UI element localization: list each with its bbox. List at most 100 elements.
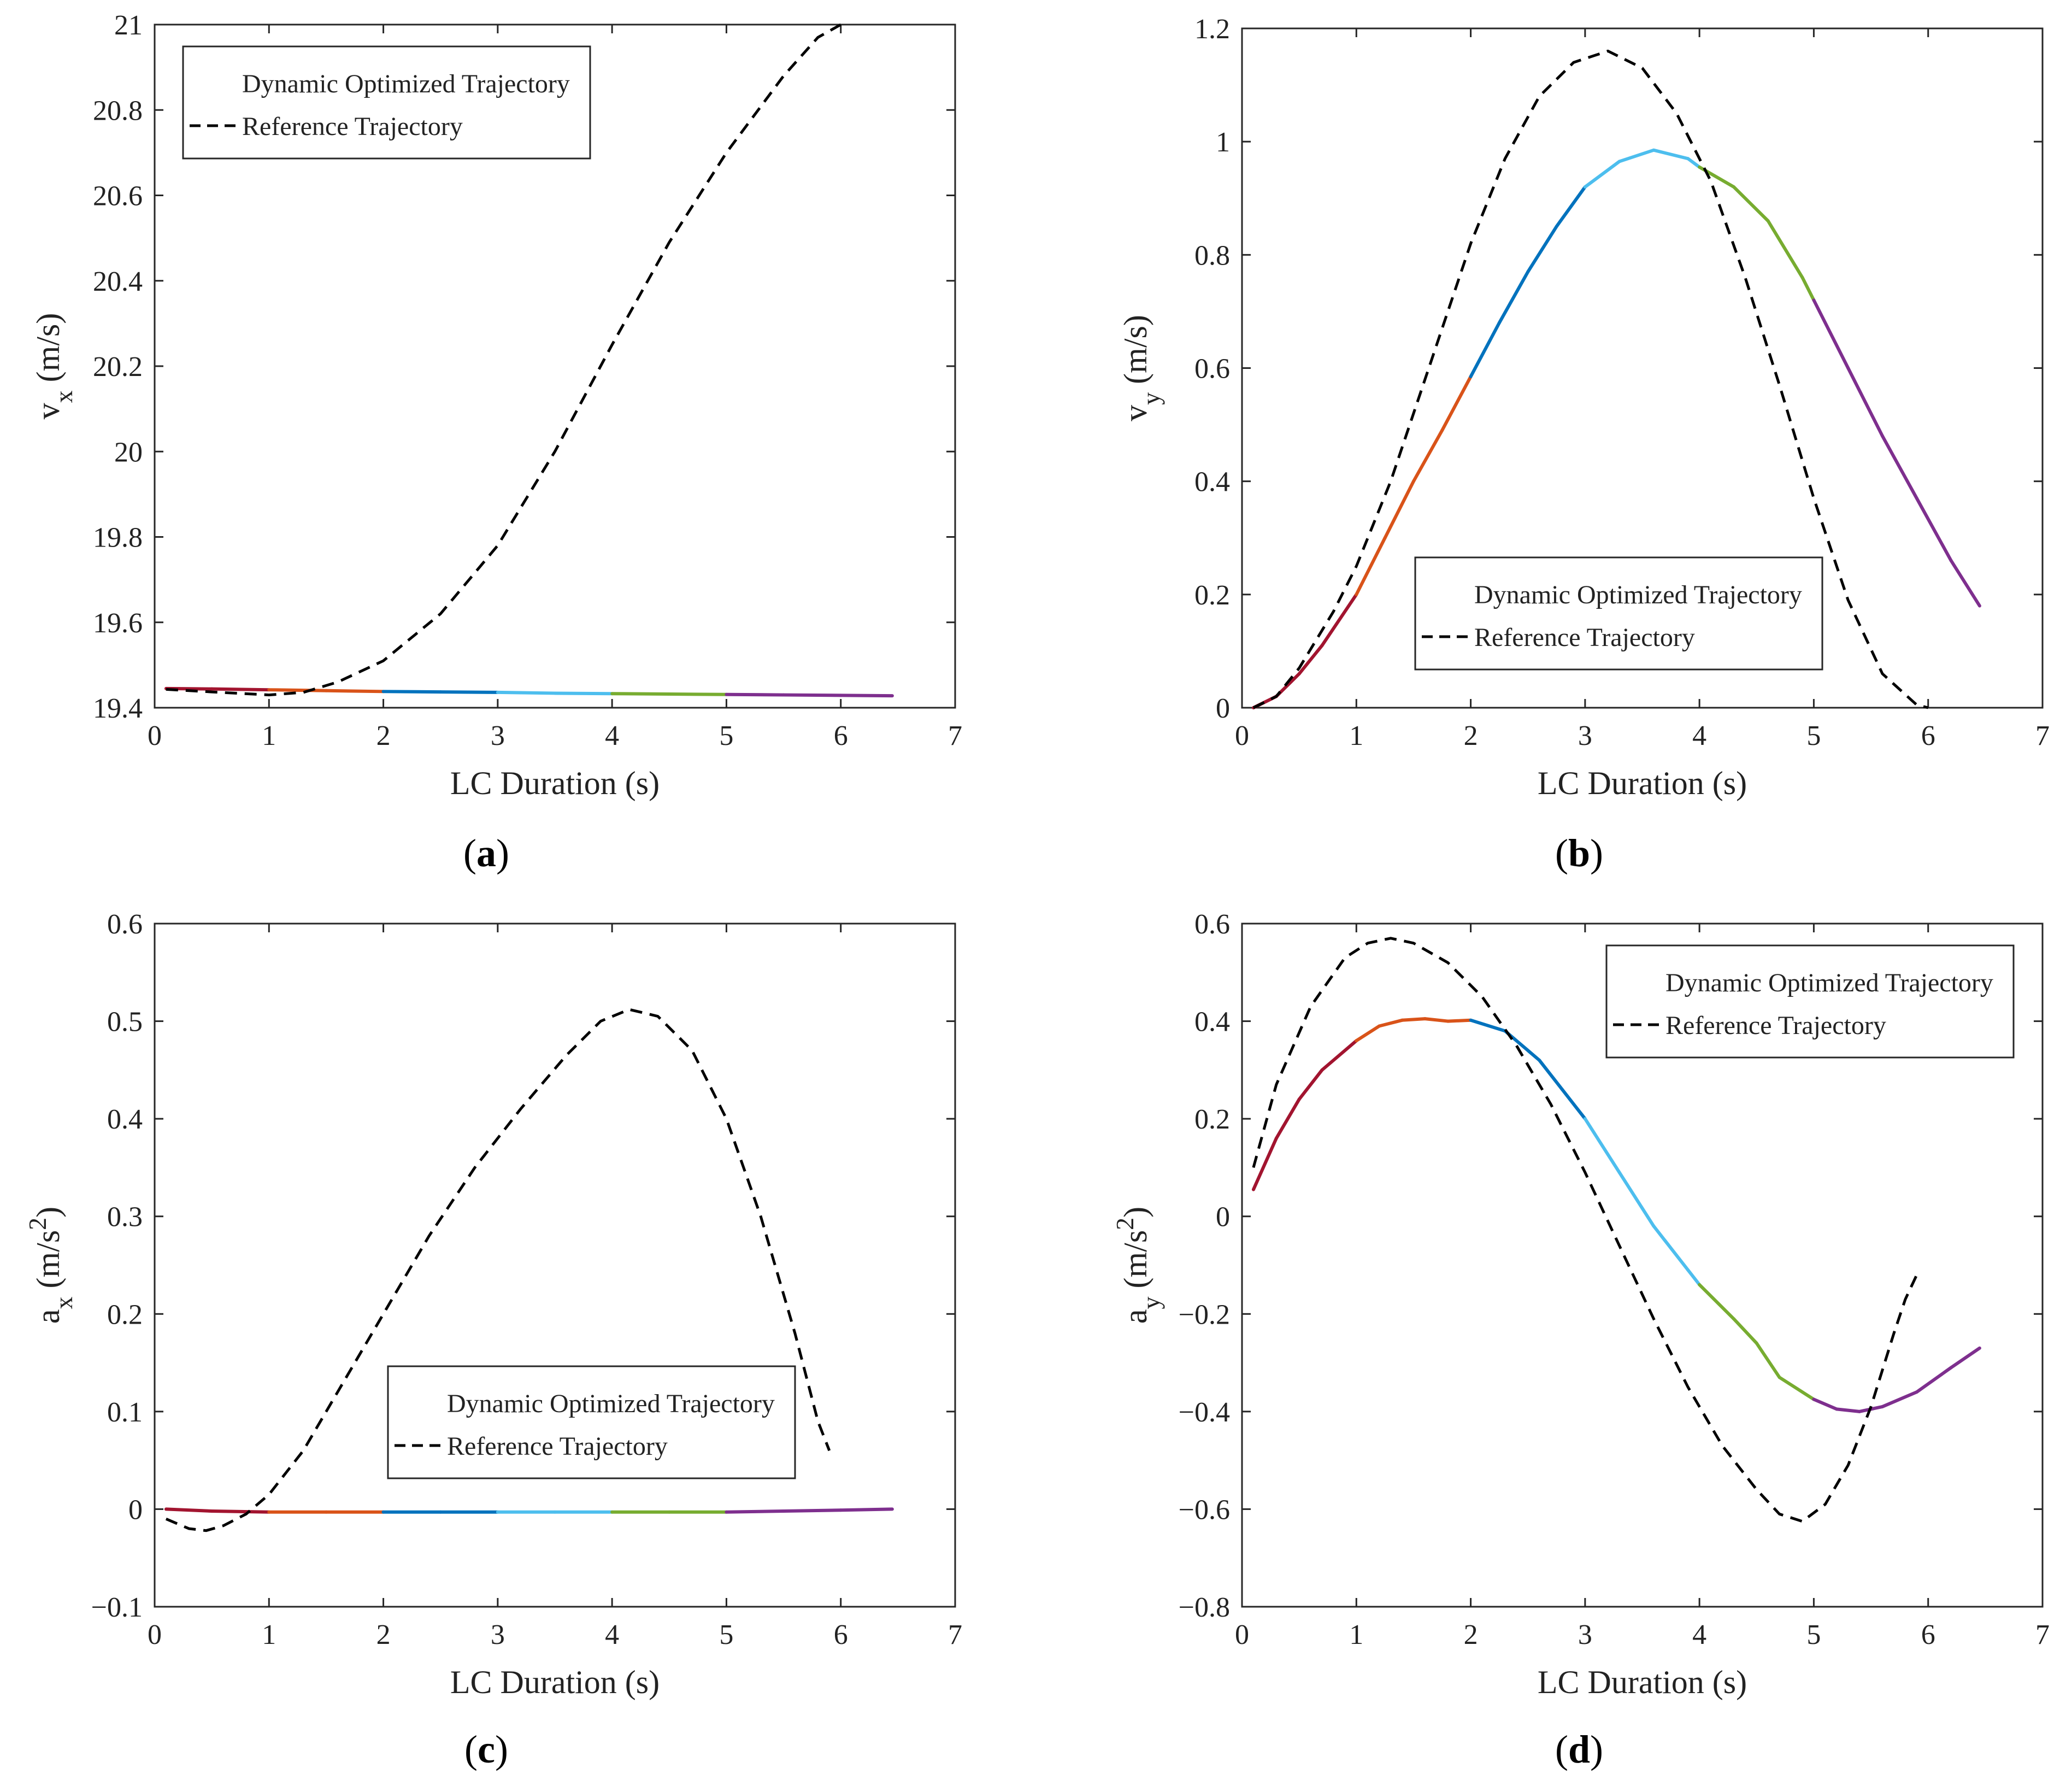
optimized-segment-b-2 (1297, 644, 1324, 675)
x-tick-label: 5 (1806, 720, 1821, 751)
y-tick-label: 0 (1216, 1202, 1230, 1233)
optimized-segment-d-15 (1652, 1224, 1690, 1272)
x-tick-label: 3 (1578, 1619, 1592, 1650)
plot-frame (154, 923, 956, 1608)
x-tick-label: 4 (605, 720, 619, 751)
x-tick-label: 4 (1692, 720, 1706, 751)
optimized-segment-d-24 (1881, 1390, 1918, 1408)
optimized-segment-b-24 (1949, 559, 1981, 608)
x-tick-label: 1 (1349, 720, 1363, 751)
y-axis-label: ay (m/s2) (1111, 1207, 1165, 1324)
optimized-segment-a-9 (667, 692, 728, 696)
optimized-segment-a-1 (210, 687, 271, 692)
y-tick-label: 21 (114, 10, 143, 41)
optimized-segment-d-8 (1446, 1018, 1473, 1023)
optimized-segment-b-6 (1411, 428, 1444, 483)
chart-panel-c: 0 1 2 3 4 5 6 7−0.100.10.20.30.40.50.6LC Durati… (23, 909, 962, 1700)
optimized-segment-d-6 (1400, 1017, 1427, 1022)
y-tick-label: 20 (114, 437, 143, 468)
y-axis-label: ax (m/s2) (23, 1207, 78, 1324)
y-tick-label: 0.4 (1194, 467, 1230, 498)
y-label-symbol: v (1117, 405, 1153, 421)
optimized-segment-c-1 (210, 1509, 271, 1514)
y-label-symbol: a (1117, 1309, 1153, 1324)
y-tick-label: 20.2 (93, 351, 143, 383)
x-axis-label: LC Duration (s) (1538, 765, 1747, 801)
x-tick-label: 0 (148, 1619, 162, 1650)
y-tick-label: 0.3 (107, 1202, 143, 1233)
optimized-segment-b-22 (1881, 434, 1918, 500)
optimized-segment-d-17 (1698, 1283, 1735, 1321)
y-label-unit: (m/s (30, 1230, 66, 1297)
y-tick-label: 0.6 (107, 909, 143, 940)
optimized-segment-b-23 (1915, 496, 1953, 562)
y-label-unit: (m/s (1117, 1230, 1153, 1297)
optimized-segment-a-11 (782, 693, 843, 697)
legend-label-optimized: Dynamic Optimized Trajectory (1665, 968, 1993, 997)
legend-label-reference: Reference Trajectory (447, 1432, 668, 1461)
y-label-unit: (m/s) (1117, 315, 1153, 392)
legend-d: Dynamic Optimized Trajectory Reference Tr… (1605, 944, 2015, 1059)
optimized-segment-b-12 (1583, 160, 1621, 189)
optimized-segment-b-3 (1320, 592, 1358, 648)
x-tick-label: 7 (2035, 720, 2050, 751)
x-axis-label: LC Duration (s) (450, 1664, 660, 1700)
y-label-symbol: v (30, 403, 66, 419)
optimized-segment-d-11 (1538, 1059, 1564, 1091)
optimized-segment-b-8 (1469, 321, 1501, 379)
y-tick-label: −0.1 (91, 1592, 143, 1623)
y-label-subscript: x (50, 1297, 78, 1309)
legend-label-reference: Reference Trajectory (1474, 623, 1695, 652)
x-tick-label: 2 (1464, 720, 1478, 751)
optimized-segment-d-5 (1378, 1018, 1404, 1028)
optimized-segment-d-14 (1617, 1171, 1656, 1228)
x-tick-label: 4 (605, 1619, 619, 1650)
optimized-segment-d-22 (1835, 1407, 1862, 1413)
y-label-superscript: 2 (23, 1218, 51, 1230)
optimized-segment-b-17 (1732, 185, 1770, 223)
optimized-segment-b-7 (1440, 375, 1473, 432)
y-tick-label: 19.6 (93, 608, 143, 639)
x-tick-label: 6 (1921, 720, 1935, 751)
y-tick-label: 0.2 (107, 1299, 143, 1330)
reference-line-d (1252, 937, 1918, 1523)
y-tick-label: 20.6 (93, 181, 143, 212)
x-tick-label: 5 (719, 720, 733, 751)
y-label-superscript: 2 (1111, 1218, 1139, 1230)
optimized-segment-b-4 (1355, 536, 1387, 596)
legend-label-optimized: Dynamic Optimized Trajectory (1474, 580, 1802, 609)
y-tick-label: −0.6 (1179, 1494, 1230, 1525)
optimized-segment-a-6 (496, 690, 557, 695)
optimized-segment-a-12 (839, 694, 894, 698)
y-tick-label: 0.4 (107, 1104, 143, 1135)
optimized-segment-d-4 (1355, 1024, 1381, 1043)
x-tick-label: 1 (1349, 1619, 1363, 1650)
y-tick-label: 0.8 (1194, 240, 1230, 271)
y-tick-label: 1 (1216, 127, 1230, 158)
optimized-segment-b-11 (1555, 185, 1587, 228)
y-label-close: ) (1117, 1207, 1153, 1218)
x-tick-label: 1 (262, 720, 276, 751)
legend-box (1414, 556, 1823, 671)
x-tick-label: 1 (262, 1619, 276, 1650)
y-tick-label: 1.2 (1194, 14, 1230, 45)
optimized-segment-c-10 (725, 1509, 786, 1514)
y-axis-label: vy (m/s) (1117, 315, 1165, 421)
x-axis-label: LC Duration (s) (1538, 1664, 1747, 1700)
optimized-segment-d-1 (1274, 1097, 1301, 1140)
y-label-subscript: y (1137, 1297, 1165, 1309)
y-tick-label: 19.4 (93, 693, 143, 724)
y-tick-label: 0.5 (107, 1007, 143, 1038)
x-tick-label: 7 (2035, 1619, 2050, 1650)
optimized-segment-a-3 (324, 689, 385, 694)
caption-panel-a: (a) (463, 831, 509, 875)
x-tick-label: 0 (1235, 1619, 1249, 1650)
y-tick-label: 0.1 (107, 1397, 143, 1428)
optimized-segment-d-26 (1949, 1346, 1981, 1370)
x-tick-label: 0 (1235, 720, 1249, 751)
x-tick-label: 2 (376, 720, 391, 751)
legend-box (182, 45, 591, 160)
optimized-segment-c-11 (782, 1508, 843, 1513)
optimized-segment-d-9 (1469, 1018, 1507, 1033)
